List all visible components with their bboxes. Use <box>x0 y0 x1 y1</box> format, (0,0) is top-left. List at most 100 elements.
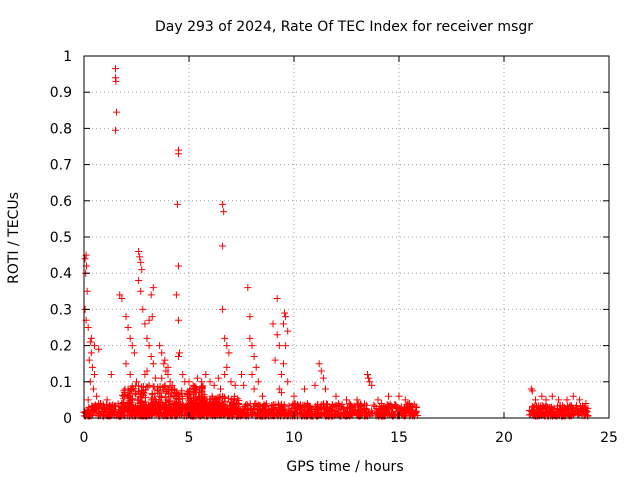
data-point <box>316 411 324 419</box>
data-point <box>87 334 95 342</box>
data-point <box>224 394 232 402</box>
data-point <box>168 381 176 389</box>
data-point <box>292 405 300 413</box>
data-point <box>531 402 539 410</box>
data-point <box>368 381 376 389</box>
data-point <box>285 402 293 410</box>
data-point <box>322 400 330 408</box>
data-point <box>202 371 210 379</box>
data-point <box>322 410 330 418</box>
data-point <box>370 401 378 409</box>
data-point <box>535 407 543 415</box>
data-point <box>412 403 420 411</box>
data-point <box>147 396 155 404</box>
data-point <box>582 407 590 415</box>
data-point <box>363 401 371 409</box>
data-point <box>343 396 350 404</box>
data-point <box>556 402 564 410</box>
data-point <box>208 392 216 400</box>
data-point <box>401 396 409 404</box>
data-point <box>398 410 406 418</box>
data-point <box>576 402 584 410</box>
data-point <box>87 349 95 357</box>
data-point <box>214 374 222 382</box>
data-point <box>215 396 223 404</box>
data-point <box>406 400 413 408</box>
data-point <box>563 396 571 404</box>
data-point <box>219 404 227 412</box>
data-point <box>271 356 279 364</box>
data-point <box>198 378 206 386</box>
data-point <box>275 385 283 393</box>
x-tick-label: 0 <box>80 430 89 446</box>
y-tick-label: 0.5 <box>50 230 72 246</box>
data-point <box>91 371 98 379</box>
y-tick-label: 0.8 <box>50 121 72 137</box>
data-point <box>223 342 231 350</box>
data-point <box>248 342 256 350</box>
data-point <box>166 378 174 386</box>
data-point <box>273 331 281 339</box>
data-point <box>223 363 231 371</box>
data-point <box>178 407 186 415</box>
y-tick-label: 1 <box>63 49 72 65</box>
data-point <box>281 403 289 411</box>
data-point <box>158 399 166 407</box>
data-point <box>252 363 260 371</box>
data-point <box>134 382 142 390</box>
data-point <box>176 349 184 357</box>
data-point <box>179 371 187 379</box>
data-point <box>219 305 227 313</box>
data-point <box>216 393 224 401</box>
data-point <box>161 356 169 364</box>
data-point <box>100 404 108 412</box>
data-point <box>273 406 281 414</box>
data-point <box>91 342 98 350</box>
data-point <box>337 409 345 417</box>
x-tick-label: 5 <box>185 430 194 446</box>
data-point <box>126 371 134 379</box>
data-point <box>164 363 172 371</box>
data-point <box>242 401 250 409</box>
data-point <box>395 392 403 400</box>
data-point <box>211 398 219 406</box>
data-point <box>225 349 233 357</box>
data-point <box>579 407 587 415</box>
data-point <box>113 108 121 116</box>
data-point <box>107 371 115 379</box>
data-point <box>355 408 363 416</box>
data-point <box>548 392 556 400</box>
data-point <box>100 412 108 420</box>
data-point <box>172 407 180 415</box>
data-point <box>116 291 124 299</box>
data-point <box>145 342 153 350</box>
data-point <box>251 409 259 417</box>
data-point <box>86 338 94 346</box>
data-point <box>185 401 193 409</box>
data-point <box>130 349 138 357</box>
data-point <box>383 401 391 409</box>
data-point <box>146 401 154 409</box>
data-point <box>195 409 203 417</box>
data-point <box>240 381 248 389</box>
data-point <box>250 352 258 360</box>
data-point <box>322 385 329 393</box>
data-point <box>528 387 536 395</box>
data-point <box>368 409 376 417</box>
data-point <box>214 410 222 418</box>
data-point <box>111 402 119 410</box>
data-point <box>143 367 151 375</box>
data-point <box>206 378 214 386</box>
data-point <box>158 349 166 357</box>
data-point <box>364 371 371 379</box>
data-point <box>161 405 169 413</box>
axis-ticks: 0 5 10 15 20 25 0 0.1 0.2 0.3 0.4 0.5 0.6 0.7 0.8 0.9 1 <box>50 49 618 446</box>
data-point <box>281 309 289 317</box>
data-point <box>555 396 563 404</box>
data-point <box>221 371 229 379</box>
data-point <box>280 406 288 414</box>
data-point <box>284 378 292 386</box>
data-point <box>148 313 156 321</box>
data-point <box>291 411 299 419</box>
data-point <box>149 360 157 368</box>
